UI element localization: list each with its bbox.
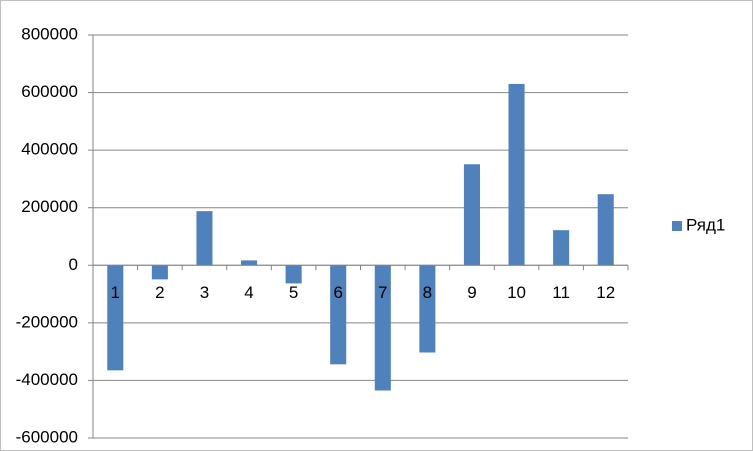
- legend-label: Ряд1: [686, 215, 725, 234]
- y-tick-label: 200000: [21, 197, 78, 216]
- bar: [508, 83, 525, 266]
- bar: [419, 265, 436, 353]
- x-tick-label: 8: [423, 283, 432, 302]
- bar: [330, 265, 347, 365]
- bar: [553, 230, 570, 266]
- x-tick-label: 6: [333, 283, 342, 302]
- x-tick-label: 3: [200, 283, 209, 302]
- bar: [196, 211, 213, 266]
- x-tick-label: 1: [111, 283, 120, 302]
- x-tick-label: 10: [507, 283, 526, 302]
- bar: [151, 265, 168, 280]
- y-tick-label: -400000: [16, 370, 78, 389]
- y-tick-label: 400000: [21, 140, 78, 159]
- bar: [107, 265, 124, 371]
- bar: [285, 265, 302, 284]
- x-tick-label: 7: [378, 283, 387, 302]
- y-tick-label: 600000: [21, 82, 78, 101]
- x-tick-label: 2: [155, 283, 164, 302]
- y-tick-label: -200000: [16, 312, 78, 331]
- y-tick-label: 800000: [21, 24, 78, 43]
- x-tick-label: 11: [552, 283, 570, 302]
- x-tick-label: 5: [289, 283, 298, 302]
- x-tick-label: 4: [244, 283, 253, 302]
- bar: [374, 265, 391, 391]
- x-tick-label: 12: [596, 283, 615, 302]
- legend-swatch: [672, 221, 682, 231]
- y-tick-label: 0: [69, 255, 78, 274]
- x-tick-label: 9: [467, 283, 476, 302]
- y-tick-label: -600000: [16, 427, 78, 446]
- bar: [597, 194, 614, 266]
- bar: [463, 164, 480, 266]
- bar: [241, 260, 258, 266]
